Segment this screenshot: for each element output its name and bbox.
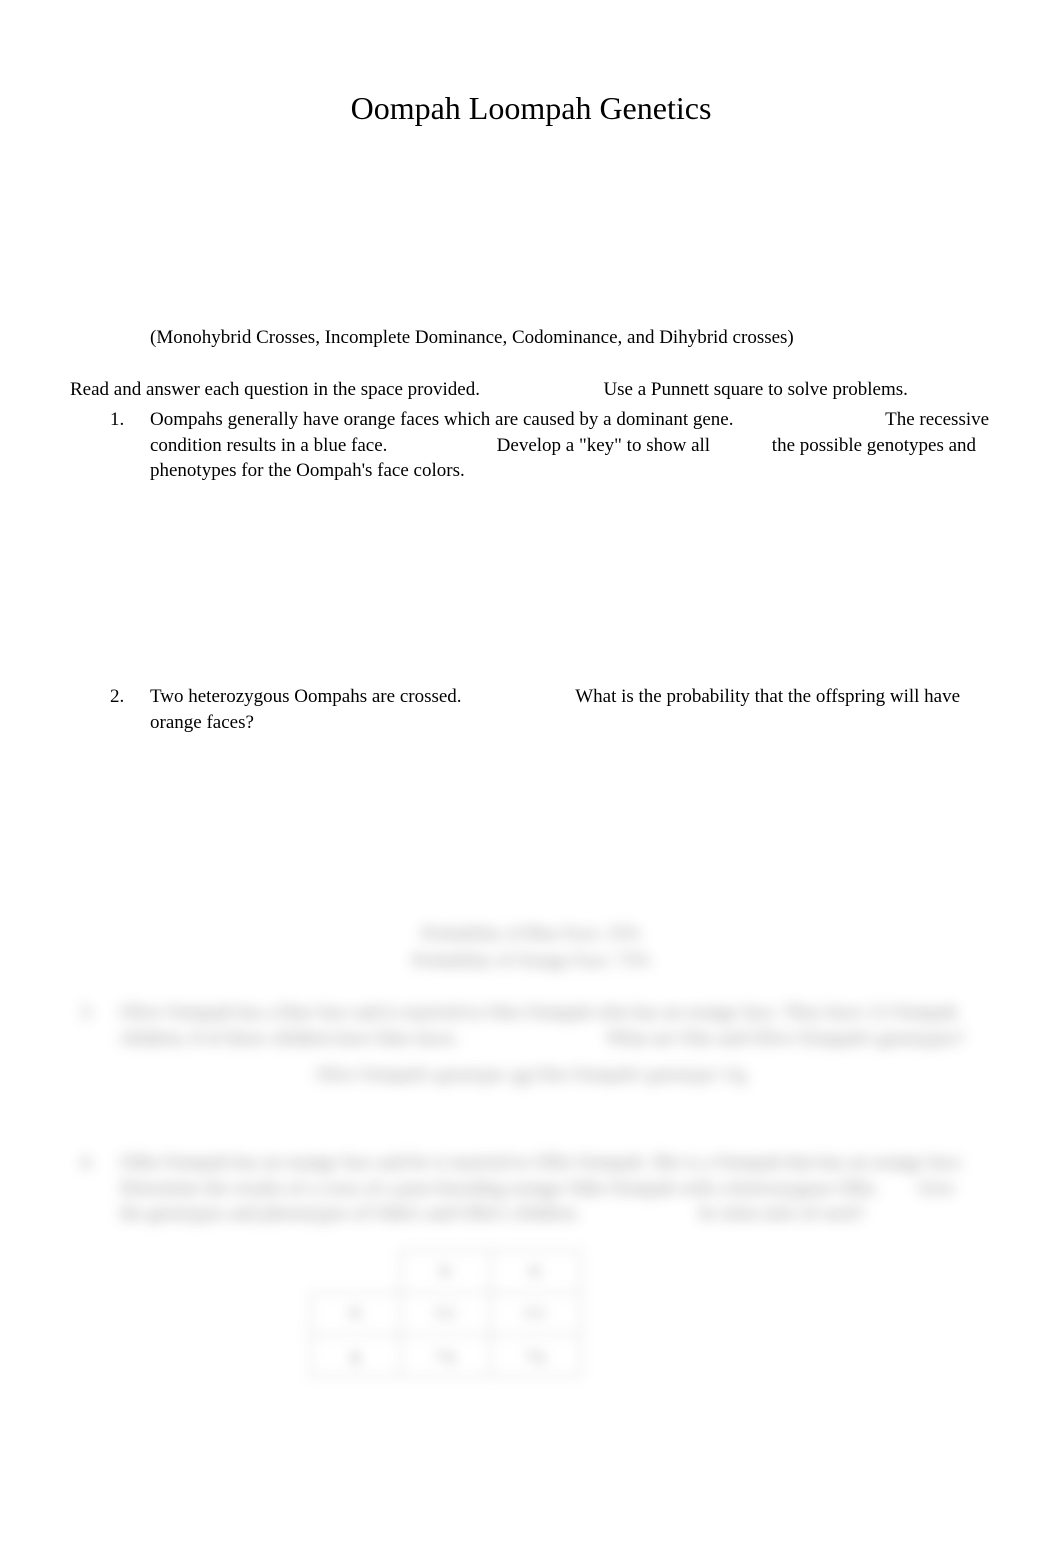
blur-prob-line2: Probability of Orange Face: 75% xyxy=(80,947,982,974)
question-4-text: Odin Oompah has an orange face and he is… xyxy=(120,1152,1003,1224)
table-cell-1-0: Gg xyxy=(401,1335,491,1377)
question-3-answer: Olive Oompah's genotype: gg Otto Oompah'… xyxy=(80,1061,982,1088)
table-corner xyxy=(311,1251,401,1293)
page-title: Oompah Loompah Genetics xyxy=(70,90,992,127)
question-3: 3. Olive Oompah has a blue face and is m… xyxy=(80,1000,982,1051)
blurred-question-4: 4. Odin Oompah has an orange face and he… xyxy=(80,1150,982,1237)
question-3-number: 3. xyxy=(80,1000,94,1026)
question-4: 4. Odin Oompah has an orange face and he… xyxy=(80,1150,982,1227)
table-cell-1-1: Gg xyxy=(491,1335,581,1377)
table-col-header-0: G xyxy=(401,1251,491,1293)
table-cell-0-1: GG xyxy=(491,1293,581,1335)
question-2: 2. Two heterozygous Oompahs are crossed.… xyxy=(110,684,992,735)
blurred-probability: Probability of Blue Face: 25% Probabilit… xyxy=(80,920,982,974)
table-row-header-1: g xyxy=(311,1335,401,1377)
question-2-text: Two heterozygous Oompahs are crossed. Wh… xyxy=(150,686,965,733)
table-row-header-0: G xyxy=(311,1293,401,1335)
question-2-number: 2. xyxy=(110,684,124,710)
subtitle-text: (Monohybrid Crosses, Incomplete Dominanc… xyxy=(150,327,992,349)
instructions-text: Read and answer each question in the spa… xyxy=(70,379,992,401)
table-cell-0-0: GG xyxy=(401,1293,491,1335)
table-col-header-1: G xyxy=(491,1251,581,1293)
blur-prob-line1: Probability of Blue Face: 25% xyxy=(80,920,982,947)
document-page: Oompah Loompah Genetics (Monohybrid Cros… xyxy=(0,0,1062,995)
punnett-square: G G G GG GG g Gg Gg xyxy=(310,1250,581,1377)
blurred-punnett-table: G G G GG GG g Gg Gg xyxy=(310,1250,581,1377)
question-1-text: Oompahs generally have orange faces whic… xyxy=(150,409,994,481)
blurred-question-3: 3. Olive Oompah has a blue face and is m… xyxy=(80,1000,982,1096)
question-3-text: Olive Oompah has a blue face and is marr… xyxy=(120,1002,964,1049)
question-list: 1. Oompahs generally have orange faces w… xyxy=(70,407,992,735)
question-1: 1. Oompahs generally have orange faces w… xyxy=(110,407,992,484)
question-1-number: 1. xyxy=(110,407,124,433)
question-4-number: 4. xyxy=(80,1150,94,1176)
